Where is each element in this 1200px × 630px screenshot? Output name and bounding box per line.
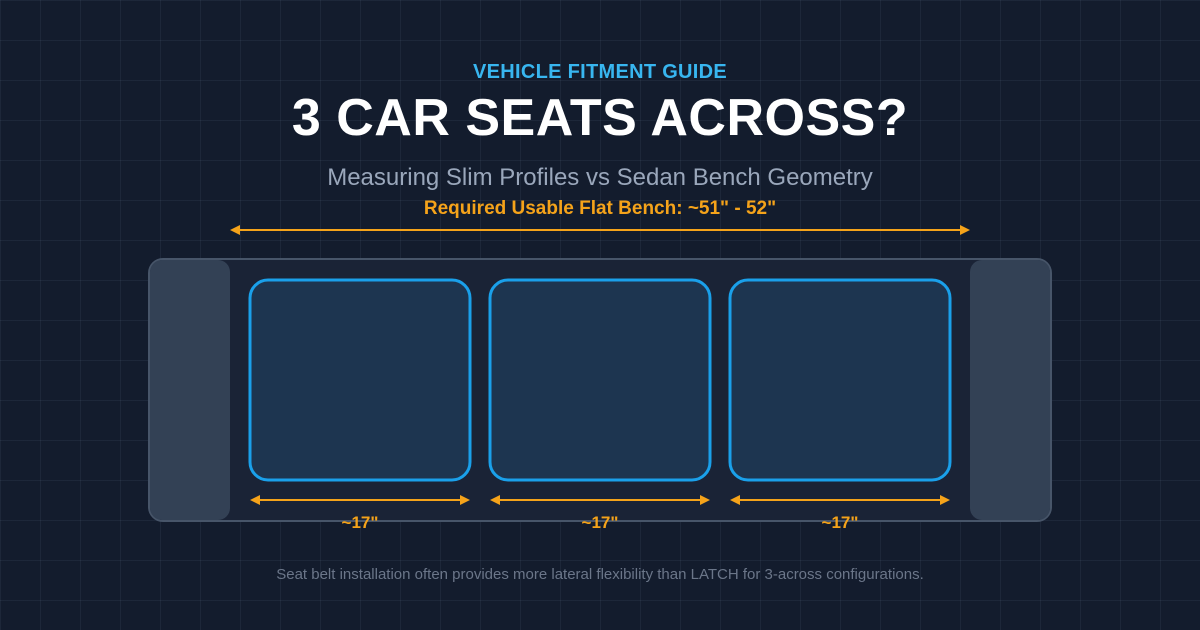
seat-width-label-right: ~17"	[821, 513, 859, 532]
required-bench-label: Required Usable Flat Bench: ~51" - 52"	[423, 198, 777, 219]
car-seat-center	[488, 278, 712, 482]
seat-width-label-center: ~17"	[581, 513, 619, 532]
car-seat-right	[728, 278, 952, 482]
footnote: Seat belt installation often provides mo…	[276, 566, 924, 583]
right-bolster	[970, 260, 1050, 520]
page-subtitle: Measuring Slim Profiles vs Sedan Bench G…	[327, 164, 873, 191]
eyebrow-label: VEHICLE FITMENT GUIDE	[472, 61, 728, 83]
car-seat-left	[248, 278, 472, 482]
left-bolster	[150, 260, 230, 520]
seat-width-label-left: ~17"	[341, 513, 379, 532]
page-title: 3 CAR SEATS ACROSS?	[291, 89, 909, 147]
